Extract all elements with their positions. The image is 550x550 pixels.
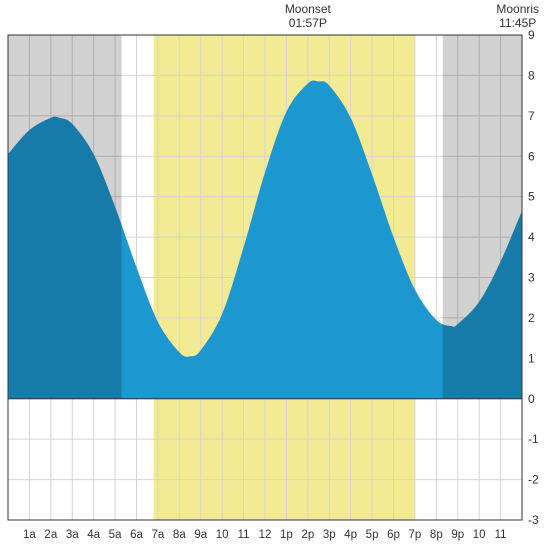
x-tick-label: 3p [323, 529, 336, 541]
x-tick-label: 9p [451, 529, 464, 541]
x-tick-label: 2a [44, 529, 57, 541]
x-tick-label: 12 [259, 529, 272, 541]
x-tick-label: 8a [173, 529, 186, 541]
tide-chart: -3-2-101234567891a2a3a4a5a6a7a8a9a101112… [0, 0, 550, 550]
x-tick-label: 11 [238, 529, 250, 541]
moonrise-label-time: 11:45P [488, 16, 548, 30]
y-tick-label: -3 [528, 513, 539, 527]
x-tick-label: 10 [473, 529, 486, 541]
y-tick-label: 8 [528, 68, 535, 82]
y-tick-label: 4 [528, 230, 535, 244]
moonset-label-title: Moonset [278, 2, 338, 16]
x-tick-label: 4p [344, 529, 357, 541]
x-tick-label: 1a [23, 529, 36, 541]
x-tick-label: 6a [130, 529, 143, 541]
moonset-label: Moonset01:57P [278, 2, 338, 31]
x-tick-label: 1p [280, 529, 293, 541]
y-tick-label: 1 [528, 351, 535, 365]
x-tick-label: 6p [387, 529, 400, 541]
x-tick-label: 9a [194, 529, 207, 541]
y-tick-label: 6 [528, 149, 535, 163]
y-tick-label: 3 [528, 271, 535, 285]
y-tick-label: -2 [528, 473, 539, 487]
x-tick-label: 2p [301, 529, 314, 541]
y-tick-label: -1 [528, 432, 539, 446]
y-tick-label: 7 [528, 109, 535, 123]
x-tick-label: 11 [495, 529, 507, 541]
x-tick-label: 5a [109, 529, 122, 541]
x-tick-label: 4a [87, 529, 100, 541]
x-tick-label: 7p [409, 529, 422, 541]
y-tick-label: 0 [528, 392, 535, 406]
y-tick-label: 2 [528, 311, 535, 325]
moonset-label-time: 01:57P [278, 16, 338, 30]
x-tick-label: 7a [152, 529, 165, 541]
x-tick-label: 8p [430, 529, 443, 541]
moonrise-label-title: Moonris [488, 2, 548, 16]
moonrise-label: Moonris11:45P [488, 2, 548, 31]
x-tick-label: 5p [366, 529, 379, 541]
chart-svg: -3-2-101234567891a2a3a4a5a6a7a8a9a101112… [0, 0, 550, 550]
x-tick-label: 10 [216, 529, 229, 541]
x-tick-label: 3a [66, 529, 79, 541]
y-tick-label: 5 [528, 190, 535, 204]
